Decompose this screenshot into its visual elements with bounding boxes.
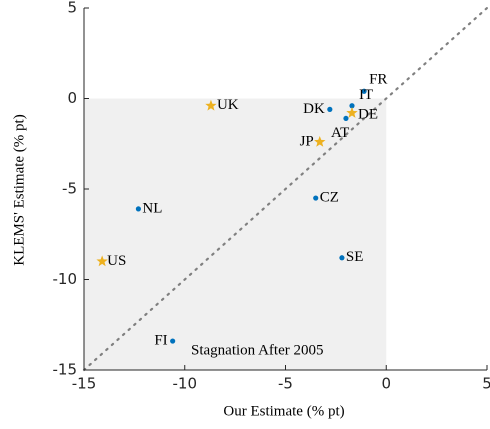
y-tick-label: -5 <box>62 180 77 198</box>
y-tick-label: 5 <box>67 0 77 17</box>
dot-marker <box>339 255 345 261</box>
x-tick-label: 0 <box>381 375 391 393</box>
point-label: DK <box>303 101 325 117</box>
diagonal-line <box>82 6 489 372</box>
y-tick-label: -10 <box>53 270 78 288</box>
dot-marker <box>135 206 142 212</box>
point-label: FI <box>154 332 167 348</box>
x-tick-label: -10 <box>173 375 198 393</box>
y-tick-label: -15 <box>53 361 78 379</box>
x-tick-label: -15 <box>72 375 97 393</box>
dot-marker <box>170 338 176 344</box>
point-label: JP <box>300 133 314 149</box>
dot-marker <box>327 106 333 112</box>
y-axis-label: KLEMS' Estimate (% pt) <box>11 114 27 265</box>
point-label: DE <box>358 106 378 122</box>
dot-marker <box>313 195 319 201</box>
dot-marker <box>361 88 367 94</box>
star-marker <box>346 106 358 118</box>
x-tick-label: 5 <box>482 375 490 393</box>
x-axis-label: Our Estimate (% pt) <box>223 403 344 419</box>
annotation: Stagnation After 2005 <box>191 342 323 358</box>
dot-marker <box>343 115 349 122</box>
point-label: SE <box>346 249 364 265</box>
star-marker <box>205 99 217 111</box>
point-label: NL <box>142 200 162 216</box>
dot-marker <box>349 103 355 109</box>
star-marker <box>96 255 108 267</box>
x-tick-label: -5 <box>278 375 293 393</box>
point-label: UK <box>217 97 239 113</box>
point-label: US <box>107 253 126 269</box>
point-label: FR <box>369 72 387 88</box>
point-label: AT <box>331 125 349 141</box>
point-label: CZ <box>320 189 339 205</box>
point-label: IT <box>359 87 373 103</box>
y-tick-label: 0 <box>67 89 77 107</box>
star-marker <box>314 135 326 147</box>
